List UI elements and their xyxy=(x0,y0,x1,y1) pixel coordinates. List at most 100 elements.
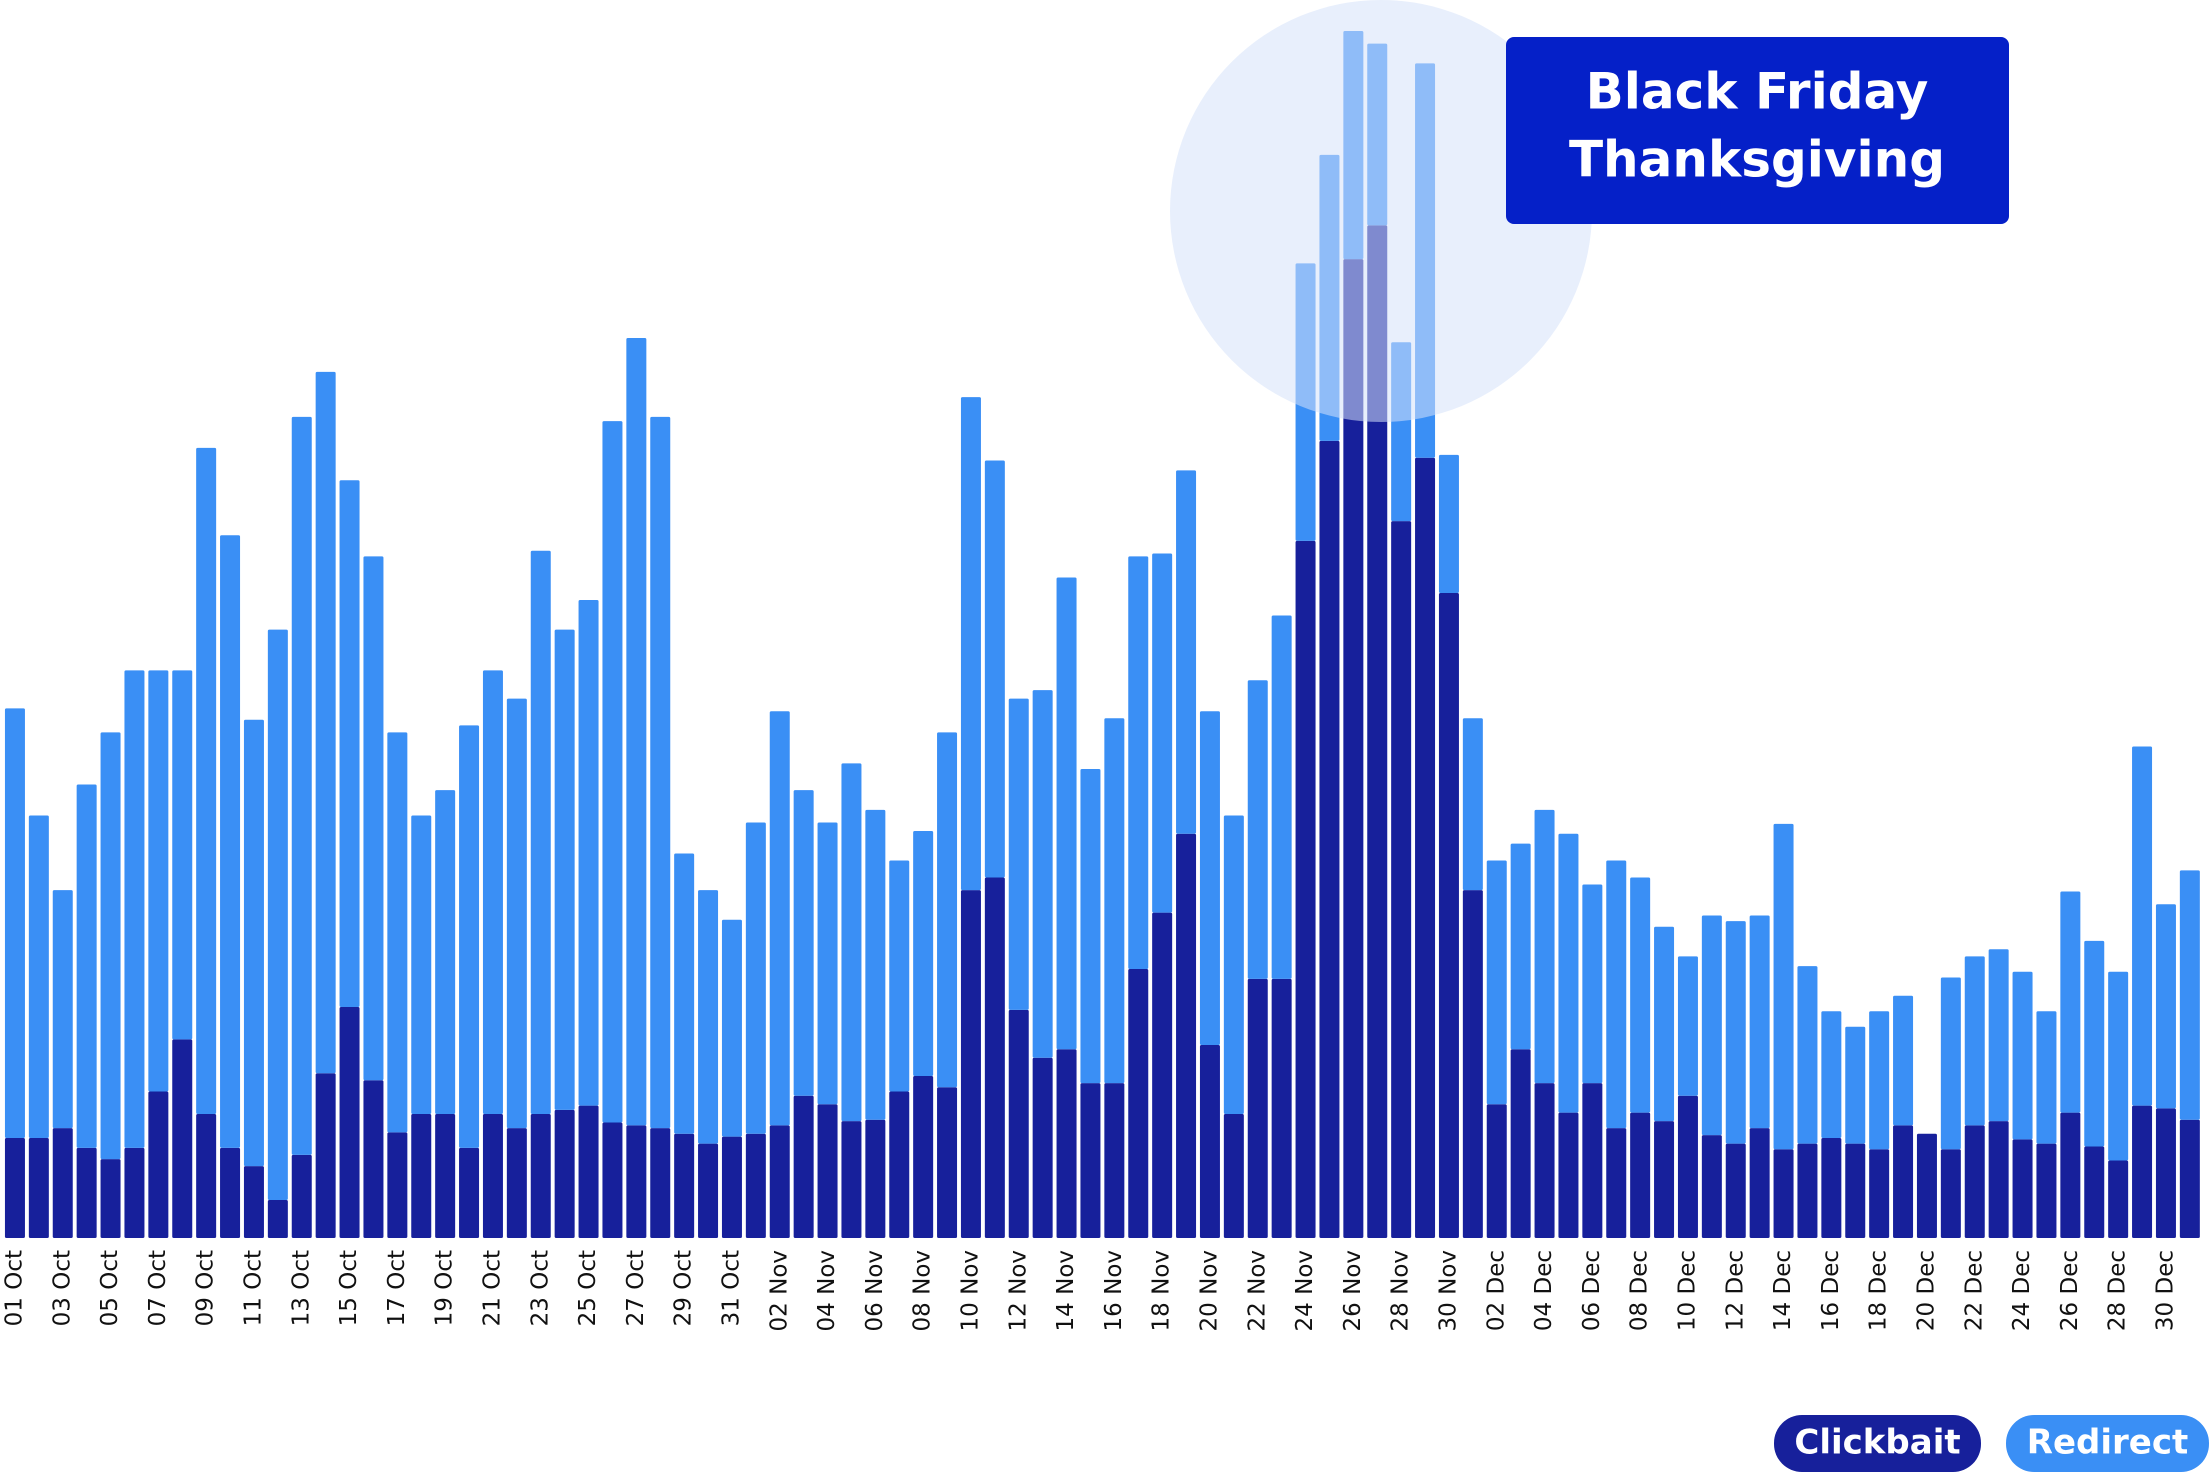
bar xyxy=(267,1199,288,1238)
bar xyxy=(482,670,503,1115)
bar xyxy=(793,1095,814,1238)
bar xyxy=(1367,225,1388,1238)
bar xyxy=(1749,1128,1770,1238)
bar xyxy=(1964,1125,1985,1238)
x-tick-label: 18 Dec xyxy=(1866,1250,1892,1331)
bar xyxy=(1582,884,1603,1084)
bar xyxy=(937,732,958,1088)
bar xyxy=(291,1154,312,1238)
bar xyxy=(1008,698,1029,1010)
bar xyxy=(2179,1119,2200,1238)
x-tick-label: 30 Nov xyxy=(1435,1250,1461,1331)
bar xyxy=(745,1133,766,1238)
x-tick-label: 02 Dec xyxy=(1483,1250,1509,1331)
x-tick-label: 12 Nov xyxy=(1005,1250,1031,1331)
bar xyxy=(1630,1112,1651,1238)
bar xyxy=(387,732,408,1133)
bar xyxy=(482,1114,503,1238)
bar xyxy=(1032,1057,1053,1238)
bar xyxy=(1630,877,1651,1113)
bar xyxy=(1725,921,1746,1144)
bar xyxy=(2012,971,2033,1140)
bar xyxy=(2155,904,2176,1109)
bar xyxy=(2108,971,2129,1161)
bar xyxy=(411,1114,432,1238)
bar xyxy=(1056,1049,1077,1238)
bar xyxy=(1940,1149,1961,1238)
x-tick-label: 16 Dec xyxy=(1818,1250,1844,1331)
bar xyxy=(721,919,742,1137)
bar xyxy=(1534,809,1555,1084)
bar xyxy=(339,480,360,1008)
x-tick-label: 26 Dec xyxy=(2057,1250,2083,1331)
x-tick-label: 20 Nov xyxy=(1196,1250,1222,1331)
bar xyxy=(1988,1121,2009,1238)
bar xyxy=(435,1114,456,1238)
bar xyxy=(506,698,527,1129)
x-tick-label: 15 Oct xyxy=(336,1250,362,1326)
highlight-circle xyxy=(1170,0,1592,422)
bar xyxy=(626,338,647,1126)
x-tick-label: 05 Oct xyxy=(97,1250,123,1326)
bar xyxy=(1152,912,1173,1238)
x-tick-label: 31 Oct xyxy=(718,1250,744,1326)
bar xyxy=(865,809,886,1120)
bar xyxy=(1582,1083,1603,1238)
bar xyxy=(1558,833,1579,1113)
bar xyxy=(339,1007,360,1238)
bar xyxy=(148,670,169,1092)
bar xyxy=(913,1076,934,1238)
bar xyxy=(1797,1143,1818,1238)
bar xyxy=(530,550,551,1115)
bar xyxy=(315,1073,336,1238)
bar xyxy=(52,890,73,1129)
bar xyxy=(1510,1049,1531,1238)
bar xyxy=(602,1122,623,1238)
bar xyxy=(1701,915,1722,1136)
bar xyxy=(769,711,790,1126)
bar xyxy=(1271,615,1292,979)
bar xyxy=(1940,977,1961,1150)
x-tick-label: 11 Oct xyxy=(240,1250,266,1326)
bar xyxy=(1438,592,1459,1238)
x-tick-label: 08 Dec xyxy=(1627,1250,1653,1331)
bar xyxy=(1223,1114,1244,1238)
bar xyxy=(1654,1121,1675,1238)
bar xyxy=(411,815,432,1115)
bar xyxy=(1391,521,1412,1238)
bar xyxy=(1223,815,1244,1115)
bar xyxy=(1510,843,1531,1050)
bar xyxy=(889,860,910,1092)
bar xyxy=(1008,1009,1029,1238)
bar xyxy=(626,1125,647,1238)
bar xyxy=(1080,768,1101,1084)
bar xyxy=(1247,680,1268,979)
x-tick-label: 18 Nov xyxy=(1149,1250,1175,1331)
bar xyxy=(984,460,1005,878)
bar xyxy=(28,1138,49,1238)
bar xyxy=(578,1105,599,1238)
bar xyxy=(1128,556,1149,969)
bar xyxy=(2132,1105,2153,1238)
x-tick-label: 27 Oct xyxy=(623,1250,649,1326)
bar xyxy=(793,790,814,1096)
bar xyxy=(554,1109,575,1238)
bar xyxy=(1821,1138,1842,1238)
x-tick-label: 04 Dec xyxy=(1531,1250,1557,1331)
x-tick-label: 03 Oct xyxy=(49,1250,75,1326)
bar xyxy=(291,416,312,1155)
bar xyxy=(2012,1139,2033,1238)
bar xyxy=(220,1147,241,1238)
bar xyxy=(650,416,671,1129)
x-tick-label: 26 Nov xyxy=(1340,1250,1366,1331)
bar xyxy=(1462,890,1483,1238)
x-tick-label: 14 Nov xyxy=(1053,1250,1079,1331)
x-tick-label: 12 Dec xyxy=(1722,1250,1748,1331)
bar xyxy=(1152,553,1173,913)
bar xyxy=(1821,1011,1842,1139)
bar xyxy=(1462,718,1483,891)
x-tick-label: 02 Nov xyxy=(766,1250,792,1331)
bar xyxy=(124,670,145,1148)
bar xyxy=(363,556,384,1081)
bar xyxy=(1104,718,1125,1084)
